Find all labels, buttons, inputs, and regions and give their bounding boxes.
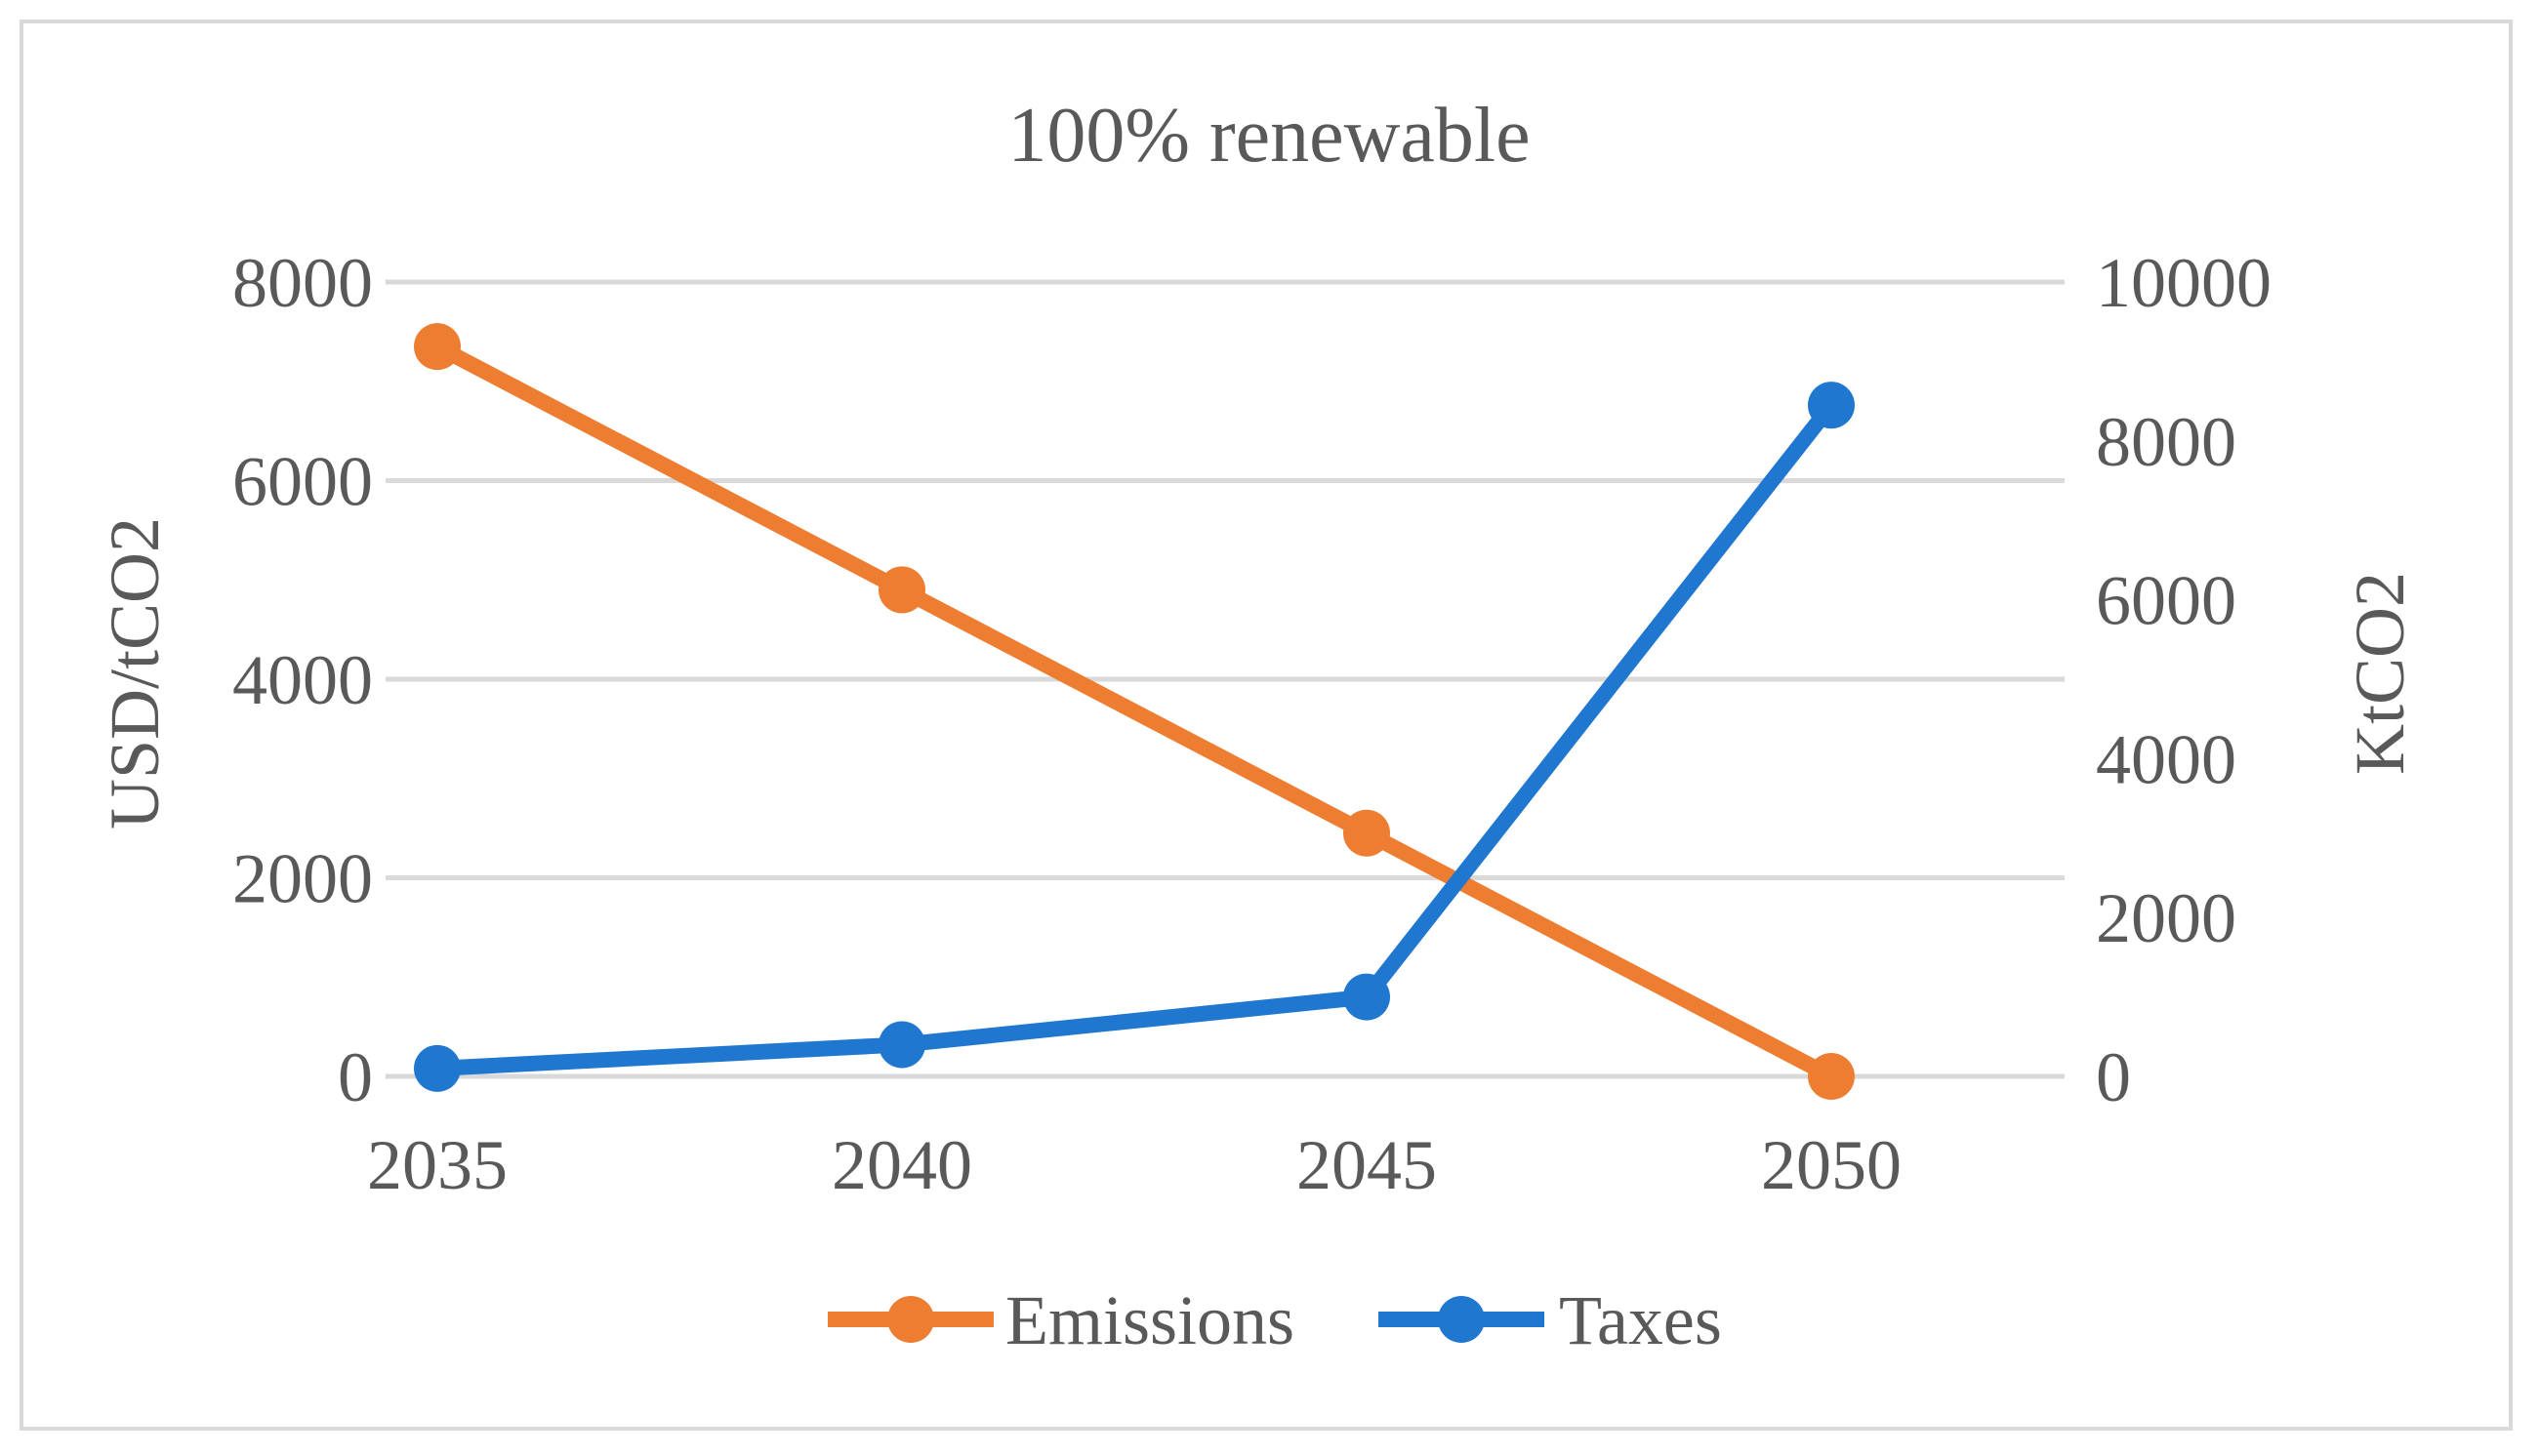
chart-title: 100% renewable [1007,93,1530,179]
x-tick-label: 2040 [832,1126,972,1204]
chart-frame [20,20,2513,1431]
x-tick-label: 2050 [1761,1126,1902,1204]
series-line-emissions [430,339,1839,1084]
right-tick-label: 8000 [2096,403,2236,481]
data-point-taxes [1343,973,1390,1021]
right-tick-label: 0 [2096,1038,2131,1116]
left-tick-label: 4000 [232,641,373,719]
right-axis-title: KtCO2 [2341,572,2419,775]
data-point-taxes [1808,382,1855,429]
series-layer [414,323,1855,1100]
data-point-taxes [414,1044,461,1092]
legend-emissions-marker [887,1296,934,1343]
legend-taxes-marker [1438,1296,1485,1343]
right-tick-label: 10000 [2096,244,2272,322]
data-point-emissions [879,566,925,614]
right-tick-label: 2000 [2096,879,2236,957]
data-point-taxes [879,1021,925,1069]
legend-emissions-label: Emissions [1005,1281,1294,1359]
x-tick-label: 2035 [367,1126,508,1204]
left-tick-label: 2000 [232,840,373,918]
left-tick-label: 6000 [232,443,373,521]
right-tick-label: 4000 [2096,720,2236,798]
left-tick-label: 8000 [232,244,373,322]
gridlines [386,279,2065,1079]
left-tick-label: 0 [338,1038,373,1116]
left-axis-title: USD/tCO2 [96,517,174,829]
legend-item-emissions: Emissions [828,1281,1294,1359]
legend: Emissions Taxes [828,1281,1722,1359]
left-axis-ticks: 0 2000 4000 6000 8000 [232,244,373,1116]
data-point-emissions [1808,1053,1855,1100]
data-point-emissions [1343,809,1390,857]
legend-item-taxes: Taxes [1378,1281,1722,1359]
data-point-emissions [414,323,461,371]
legend-taxes-label: Taxes [1559,1281,1722,1359]
series-line-taxes [430,397,1839,1076]
x-tick-label: 2045 [1296,1126,1437,1204]
x-axis-ticks: 2035 2040 2045 2050 [367,1126,1902,1204]
right-tick-label: 6000 [2096,562,2236,640]
right-axis-ticks: 0 2000 4000 6000 8000 10000 [2096,244,2272,1116]
